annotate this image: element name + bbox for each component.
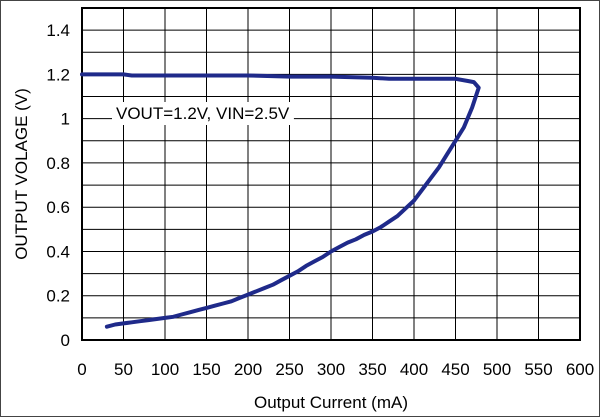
series-line: [80, 72, 481, 329]
x-tick-label: 600: [566, 360, 594, 379]
x-tick-label: 50: [114, 360, 133, 379]
y-tick-label: 0.8: [46, 154, 70, 173]
x-tick-label: 200: [234, 360, 262, 379]
y-tick-label: 1.4: [46, 21, 70, 40]
annotation-layer: VOUT=1.2V, VIN=2.5V: [112, 102, 294, 125]
y-tick-label: 0: [61, 331, 70, 350]
x-tick-label: 250: [275, 360, 303, 379]
annotation-label: VOUT=1.2V, VIN=2.5V: [116, 104, 290, 123]
y-tick-labels: 0 0.2 0.4 0.6 0.8 1 1.2 1.4: [46, 21, 70, 350]
y-tick-label: 0.4: [46, 242, 70, 261]
grid: [82, 8, 580, 340]
x-tick-label: 100: [151, 360, 179, 379]
y-tick-label: 1: [61, 110, 70, 129]
x-tick-label: 350: [358, 360, 386, 379]
x-tick-label: 550: [524, 360, 552, 379]
series-layer: [80, 72, 481, 329]
plot-area: [81, 7, 581, 341]
y-axis-title: OUTPUT VOLAGE (V): [12, 88, 31, 260]
x-tick-label: 0: [77, 360, 86, 379]
x-axis-title: Output Current (mA): [254, 393, 408, 412]
x-tick-label: 500: [483, 360, 511, 379]
x-tick-label: 150: [192, 360, 220, 379]
x-tick-label: 300: [317, 360, 345, 379]
y-tick-label: 1.2: [46, 65, 70, 84]
y-tick-label: 0.6: [46, 198, 70, 217]
x-tick-label: 450: [441, 360, 469, 379]
annotation-background: [112, 102, 294, 125]
x-tick-labels: 0 50 100 150 200 250 300 350 400 450 500 550 600: [77, 360, 594, 379]
y-tick-label: 0.2: [46, 287, 70, 306]
x-tick-label: 400: [400, 360, 428, 379]
